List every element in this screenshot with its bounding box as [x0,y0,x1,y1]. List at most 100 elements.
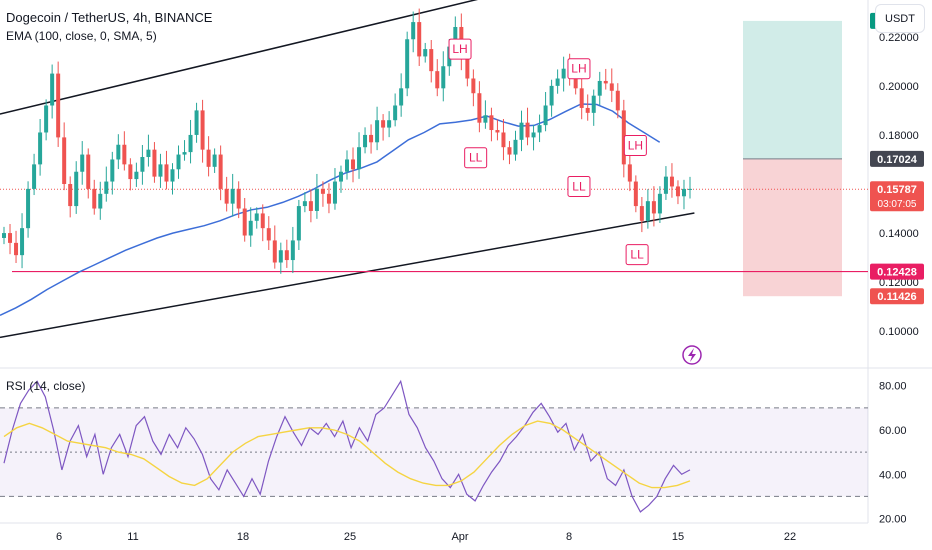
lower-high-label[interactable]: LH [623,134,647,156]
candle [525,107,530,146]
profit-zone[interactable] [743,20,842,159]
annotation-box [623,134,647,156]
annotation-text: LH [571,62,586,76]
candle [146,134,151,167]
candle [483,100,488,129]
candle [260,204,265,242]
candle-body [621,110,626,165]
candle-body [645,201,650,221]
price-tag-value: 0.17024 [877,154,918,166]
candle-body [688,188,692,190]
candle [411,11,416,53]
candle [206,136,211,177]
lower-low-label[interactable]: LL [464,147,488,169]
lower-high-label[interactable]: LH [567,58,591,80]
candle-body [423,49,428,57]
candle-body [513,139,518,155]
candle [170,163,175,195]
candle-body [8,233,13,243]
candle-body [387,120,392,128]
candle-body [176,154,181,170]
candle-body [38,132,43,165]
candle [375,106,380,151]
candle-body [290,240,295,261]
candle [423,42,428,63]
candle-body [543,105,548,126]
candle-body [363,134,368,148]
candle [555,69,560,94]
candle-body [248,220,253,236]
lower-low-label[interactable]: LL [567,175,591,197]
candle [8,223,13,255]
candle-body [230,188,235,204]
candle [639,197,644,233]
candle-body [435,71,440,89]
candle-body [182,152,187,155]
candle [188,119,193,164]
candle-body [242,208,247,236]
candle-body [296,206,301,241]
annotation-text: LL [630,248,644,262]
lightning-icon[interactable] [682,345,702,365]
lower-trend-line[interactable] [0,212,695,339]
candle [122,131,127,171]
candle [651,186,656,227]
rsi-tick-label: 20.00 [879,514,907,526]
candle [62,122,67,191]
candle [681,179,686,210]
candle [417,8,422,66]
candle-body [477,93,482,123]
loss-zone[interactable] [743,158,842,297]
candle [477,81,482,133]
annotation-box [625,244,649,266]
annotation-box [567,175,591,197]
candle-body [495,130,500,133]
candle-body [357,147,362,170]
candle-body [669,176,674,187]
candle-body [633,181,638,207]
chart-header: Dogecoin / TetherUS, 4h, BINANCE EMA (10… [6,8,212,46]
candle-body [284,250,289,261]
candle [351,147,356,183]
currency-button[interactable]: USDT [875,4,925,33]
upper-trend-line[interactable] [0,0,521,115]
candle-body [194,110,199,135]
candle [236,181,241,219]
candle [561,56,566,92]
candle [26,181,31,238]
lower-high-label[interactable]: LH [448,38,472,60]
candle [429,39,434,83]
candle [357,132,362,179]
candle-body [116,144,121,160]
price-tag: 0.15787 03:07:05 [870,181,924,212]
candle-body [597,80,602,96]
price-tag-value: 0.12428 [877,267,917,279]
candle-body [393,105,398,121]
candle [387,111,392,138]
rsi-ma-line [3,420,691,489]
candle-body [260,213,265,229]
candle-body [266,228,271,241]
candle-body [98,193,103,209]
candle-body [320,188,325,194]
candle-body [14,242,19,256]
candle-body [254,213,259,221]
price-tag-bg [870,181,924,212]
price-tick-label: 0.10000 [879,326,919,338]
candle [302,192,307,213]
candle [182,140,187,161]
candle-body [381,120,386,128]
candle [290,226,295,274]
lower-low-label[interactable]: LL [625,244,649,266]
candle-body [110,159,115,182]
candle [627,150,632,192]
annotation-text: LL [469,151,483,165]
candle-body [86,154,91,189]
candle [308,189,313,223]
candle-body [224,188,229,204]
candle [248,207,253,247]
candle-body [555,78,560,86]
candle-body [615,90,620,111]
candle-body [537,125,542,133]
